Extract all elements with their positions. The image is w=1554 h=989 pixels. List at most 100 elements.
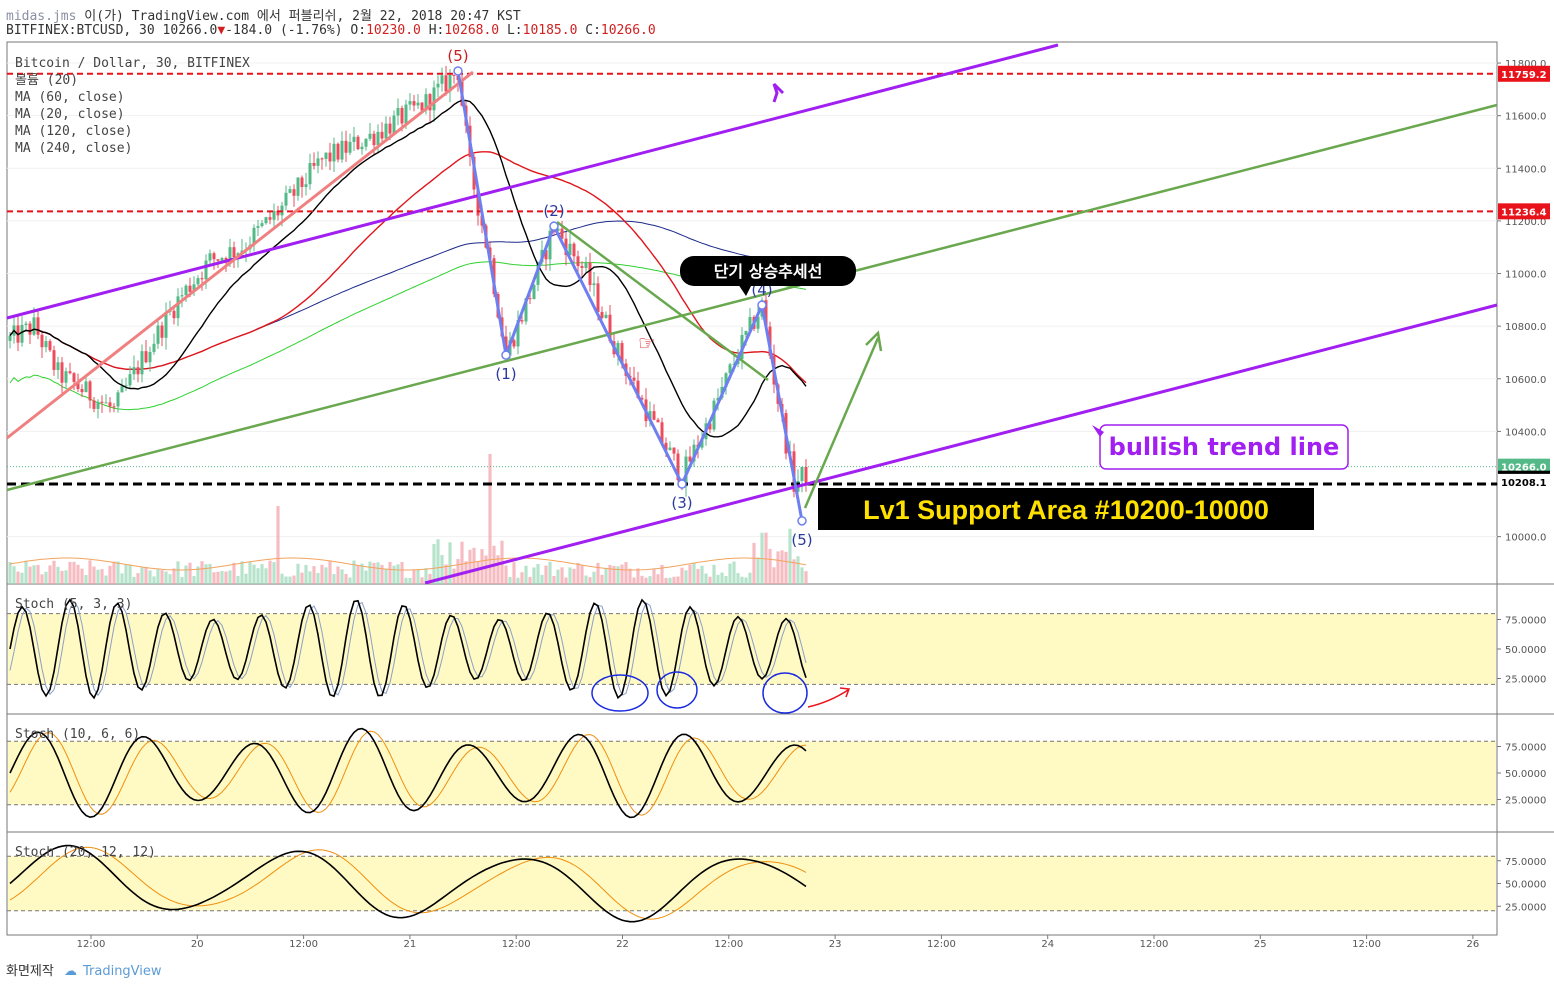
volume-bar (712, 564, 716, 584)
volume-bar (776, 551, 780, 584)
candle-body (132, 367, 136, 375)
candle-body (356, 136, 360, 150)
volume-ma-line (9, 557, 807, 571)
tradingview-logo-icon[interactable]: ☁ (63, 964, 77, 979)
volume-bar (192, 576, 196, 584)
volume-bar (672, 576, 676, 584)
candle-body (208, 253, 212, 261)
volume-bar (692, 562, 696, 584)
volume-bar (704, 573, 708, 584)
volume-bar (288, 576, 292, 584)
volume-bar (184, 565, 188, 584)
volume-bar (256, 568, 260, 584)
candle-body (428, 94, 432, 111)
candle-body (436, 83, 440, 88)
volume-bar (472, 547, 476, 584)
made-by-label: 화면제작 (6, 964, 54, 979)
volume-bar (404, 577, 408, 584)
stoch-title: Stoch (10, 6, 6) (15, 727, 140, 742)
volume-bar (440, 555, 444, 584)
last-price: 10266.0 (162, 23, 218, 38)
wave-point (757, 300, 767, 310)
purple-arrowhead-icon (772, 82, 785, 103)
volume-bar (380, 564, 384, 584)
volume-bar (528, 576, 532, 584)
candle-body (64, 371, 68, 383)
stoch-d-line (9, 600, 807, 697)
support-callout: Lv1 Support Area #10200-10000 (818, 488, 1314, 530)
y-tick-label: 11800.0 (1505, 59, 1546, 70)
candle-body (216, 259, 220, 261)
candle-body (220, 258, 224, 261)
volume-bar (352, 560, 356, 584)
candle-body (476, 189, 480, 216)
wave-point (677, 479, 687, 489)
volume-bar (304, 565, 308, 584)
volume-bar (412, 569, 416, 584)
volume-bar (376, 562, 380, 584)
main-legend: Bitcoin / Dollar, 30, BITFINEX 볼륨 (20) MA … (15, 56, 250, 156)
candle-body (560, 228, 564, 239)
candle-body (344, 140, 348, 153)
candle-body (660, 422, 664, 443)
volume-bar (764, 532, 768, 584)
x-tick-label: 26 (1467, 939, 1480, 950)
candle-body (100, 401, 104, 403)
volume-bar (292, 575, 296, 584)
last-price-flag: 10266.0 (1501, 463, 1547, 474)
volume-bar (624, 562, 628, 584)
candle-body (200, 278, 204, 280)
candle-body (640, 397, 644, 400)
candle-body (320, 158, 324, 160)
wave-label: (3) (671, 494, 692, 512)
volume-bar (96, 569, 100, 584)
volume-bar (700, 565, 704, 584)
volume-bar (620, 564, 624, 584)
volume-bar (708, 576, 712, 584)
candle-body (676, 453, 680, 481)
volume-bar (124, 563, 128, 584)
volume-bar (428, 573, 432, 584)
korean-callout: 단기 상승추세선 (680, 256, 856, 296)
candle-body (212, 253, 216, 260)
stoch-title: Stoch (5, 3, 3) (15, 597, 132, 612)
projection-arrowhead-icon (865, 330, 883, 352)
candle-body (620, 343, 624, 364)
volume-bar (544, 565, 548, 584)
volume-bar (560, 567, 564, 584)
volume-bar (636, 568, 640, 584)
volume-bar (384, 568, 388, 584)
volume-bar (600, 574, 604, 584)
bullish-trendline (424, 303, 1498, 585)
volume-bar (388, 561, 392, 584)
candle-body (120, 386, 124, 393)
wave-label: (2) (543, 202, 564, 220)
volume-bar (748, 572, 752, 584)
volume-bar (660, 564, 664, 584)
stoch-y-label: 25.0000 (1505, 902, 1546, 913)
candle-body (156, 325, 160, 344)
x-tick-label: 12:00 (714, 939, 743, 950)
volume-bar (208, 563, 212, 584)
level-flag-11759-box (1498, 65, 1550, 82)
candle-body (312, 162, 316, 166)
author-name[interactable]: midas.jms (6, 9, 77, 24)
candle-body (228, 247, 232, 263)
volume-bar (236, 575, 240, 584)
close-value: 10266.0 (600, 23, 656, 38)
volume-bar (356, 565, 360, 584)
candle-body (672, 447, 676, 454)
candle-body (368, 133, 372, 139)
volume-bar (468, 549, 472, 584)
candle-body (252, 227, 256, 246)
candle-body (56, 362, 60, 370)
tradingview-brand[interactable]: TradingView (82, 964, 162, 979)
candle-body (60, 362, 64, 383)
candle-body (604, 314, 608, 318)
volume-bar (48, 565, 52, 584)
stoch-band (8, 613, 1496, 685)
bullish-callout-tail (1092, 425, 1104, 437)
chart-canvas[interactable]: 10000.010200.010400.010600.010800.011000… (0, 0, 1554, 956)
stoch-k-line (9, 727, 807, 819)
legend-item: MA (20, close) (15, 107, 125, 122)
